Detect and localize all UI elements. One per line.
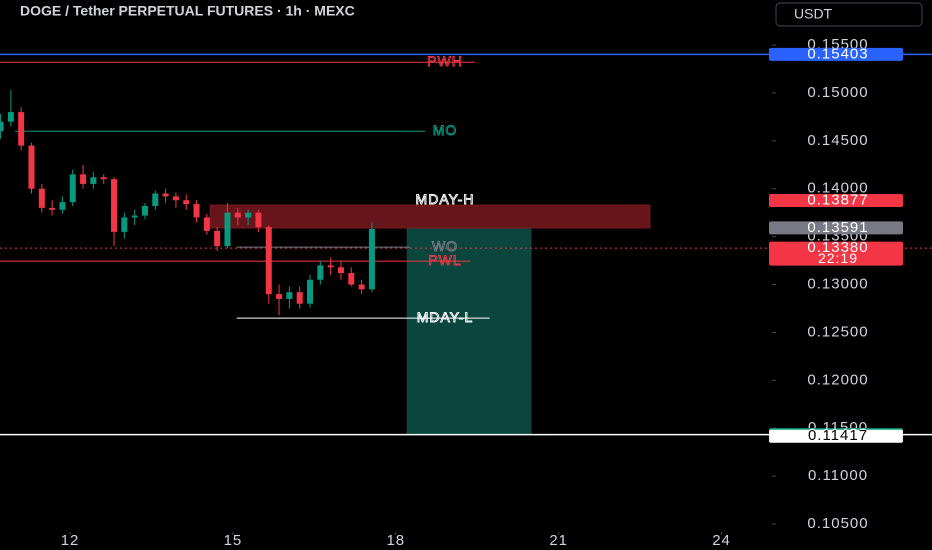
y-tick-label: 0.10500 [807, 515, 868, 532]
price-badge-label: 0.13380 [807, 239, 868, 256]
level-label: MO [433, 122, 458, 138]
y-tick-label: 0.13000 [807, 276, 868, 293]
y-tick-label: 0.12500 [807, 323, 868, 340]
candle-body [183, 200, 190, 205]
candle-body [224, 212, 231, 247]
countdown: 22:19 [818, 250, 858, 266]
x-tick-label: 15 [224, 532, 243, 549]
x-tick-label: 24 [712, 532, 731, 549]
candle-body [286, 292, 293, 299]
candle-body [234, 212, 241, 218]
candle-body [111, 179, 118, 232]
candle-body [348, 273, 355, 285]
candle-body [307, 279, 314, 304]
candle-body [368, 228, 375, 290]
y-tick-label: 0.15000 [807, 84, 868, 101]
price-badge-label: 0.11417 [808, 427, 868, 444]
y-tick-label: 0.12000 [807, 371, 868, 388]
candle-body [152, 193, 159, 206]
candle-body [245, 212, 252, 218]
candle-body [90, 177, 97, 184]
candle-body [141, 205, 148, 216]
candle-body [121, 217, 128, 232]
chart-title: DOGE / Tether PERPETUAL FUTURES · 1h · M… [20, 3, 355, 19]
candle-body [49, 207, 56, 210]
candle-body [18, 112, 25, 146]
candle-body [80, 174, 87, 184]
candle-body [69, 174, 76, 203]
candle-body [28, 145, 35, 189]
x-tick-label: 18 [386, 532, 405, 549]
candle-body [214, 230, 221, 247]
candle-body [265, 227, 272, 295]
currency-label[interactable]: USDT [794, 6, 833, 22]
position-box [406, 227, 532, 436]
level-label: PWL [428, 252, 461, 268]
candle-body [7, 112, 14, 122]
price-badge [769, 194, 903, 208]
candle-body [0, 121, 4, 132]
price-badge-label: 0.13877 [807, 191, 868, 208]
candle-body [38, 188, 45, 208]
zone-box [209, 204, 651, 229]
candle-body [327, 265, 334, 268]
level-label: MDAY-H [416, 191, 475, 207]
y-tick-label: 0.11000 [808, 467, 868, 484]
y-tick-label: 0.14500 [807, 132, 868, 149]
candle-body [59, 202, 66, 210]
candle-body [172, 196, 179, 201]
price-badge [769, 241, 903, 266]
candle-body [276, 294, 283, 299]
candle-body [317, 265, 324, 280]
candle-body [131, 215, 138, 218]
price-badge [769, 429, 903, 443]
x-tick-label: 12 [61, 532, 80, 549]
price-badge-label: 0.13591 [807, 219, 868, 236]
candle-body [255, 212, 262, 228]
level-label: PWH [427, 53, 463, 69]
candle-body [100, 177, 107, 180]
candle-body [203, 217, 210, 231]
level-label: WO [432, 238, 458, 254]
price-badge [769, 221, 903, 235]
price-badge-label: 0.15403 [807, 45, 868, 62]
level-label: MDAY-L [417, 309, 474, 325]
currency-button[interactable] [775, 2, 923, 27]
price-badge [769, 47, 903, 61]
candle-body [337, 267, 344, 274]
candle-body [296, 292, 303, 304]
candle-body [358, 284, 365, 290]
candle-body [193, 204, 200, 218]
candle-body [162, 193, 169, 197]
x-tick-label: 21 [549, 532, 568, 549]
y-tick-label: 0.14000 [807, 180, 868, 197]
